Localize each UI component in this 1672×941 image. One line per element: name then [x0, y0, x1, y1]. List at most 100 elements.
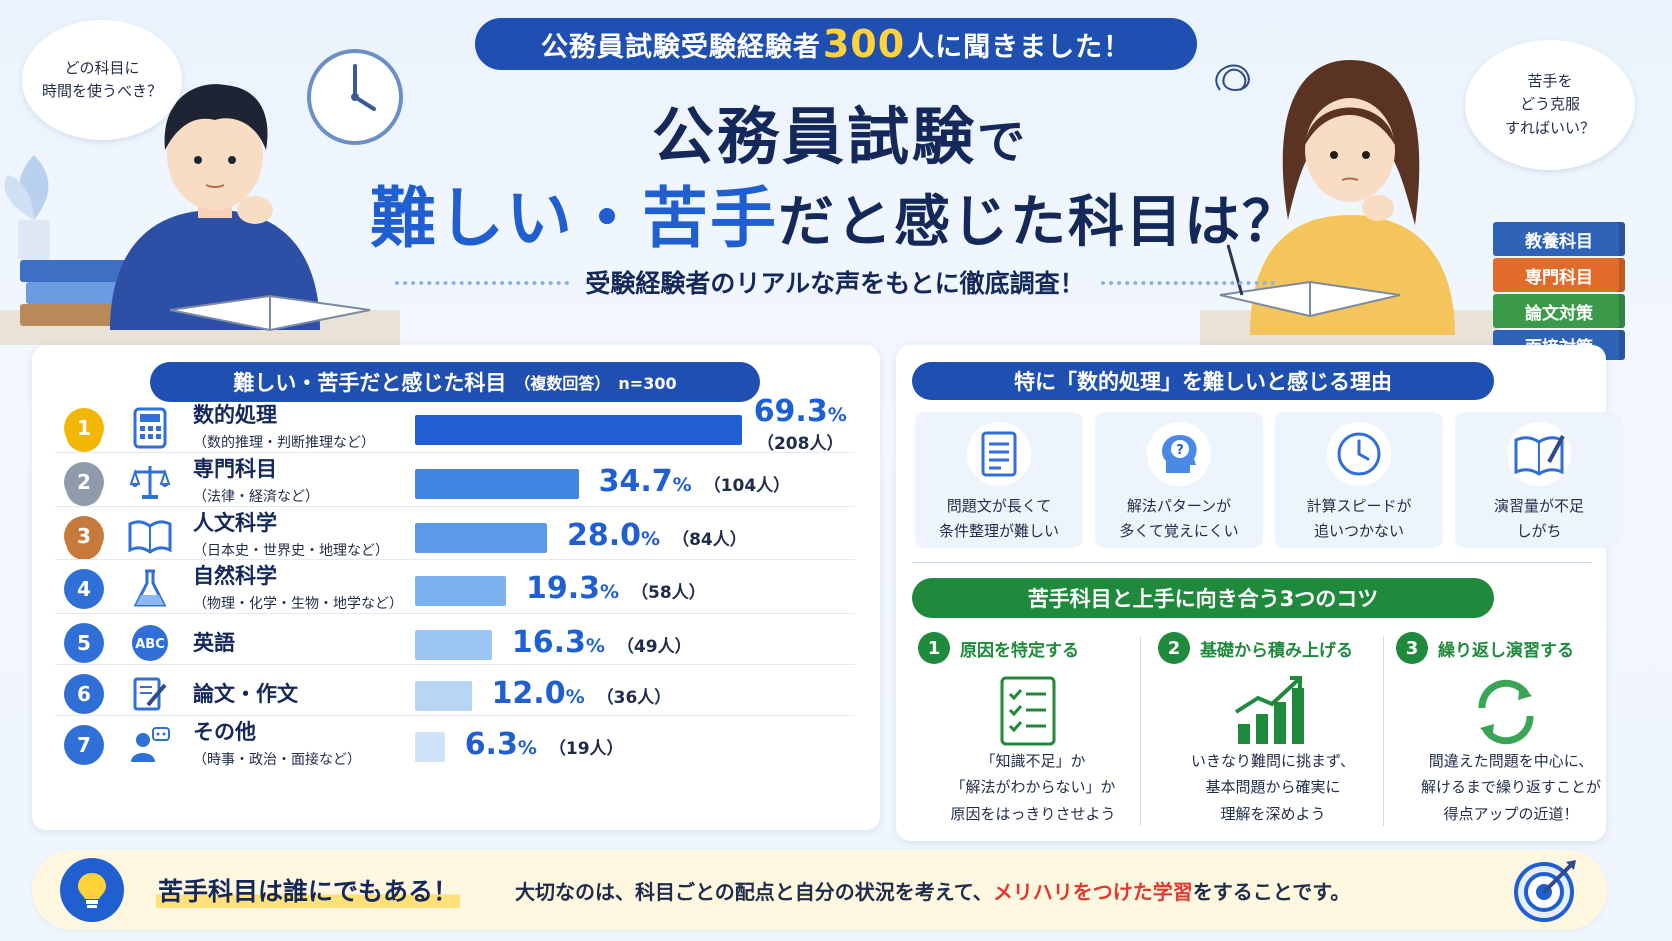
tip-3-line1: 間違えた問題を中心に、 — [1428, 752, 1594, 770]
footer-text-highlight: メリハリをつけた学習 — [992, 880, 1193, 904]
tip-3-line3: 得点アップの近道！ — [1443, 804, 1579, 823]
category-label: 自然科学 （物理・化学・生物・地学など） — [193, 560, 403, 613]
target-icon — [1514, 860, 1576, 922]
footer-text-b: をすることです。 — [1192, 880, 1351, 904]
bar — [415, 732, 445, 762]
count-label: （49人） — [616, 637, 692, 657]
bar — [415, 576, 506, 606]
count-label: （19人） — [548, 739, 624, 759]
tip-2: 2 基礎から積み上げる いきなり難問に挑まず、 基本問題から確実に 理解を深めよう — [1158, 632, 1388, 832]
value-label: 19.3% — [525, 571, 620, 606]
value-label: 69.3% — [753, 394, 847, 429]
svg-text:ABC: ABC — [135, 637, 165, 652]
tip-2-line2: 基本問題から確実に — [1205, 778, 1341, 797]
rank-badge: 7 — [64, 725, 104, 765]
data-label: 19.3% （58人） — [526, 571, 706, 606]
row-separator — [55, 613, 855, 614]
value-label: 34.7% — [598, 464, 692, 499]
bubble-right-line1: 苦手を — [1527, 72, 1573, 91]
book-icon — [128, 514, 172, 558]
category-subtext: （法律・経済など） — [193, 489, 319, 505]
category-name: 人文科学 — [193, 511, 277, 535]
rank-badge: 1 — [64, 408, 104, 448]
repeat-icon — [1478, 679, 1534, 745]
title-line2-highlight: 難しい・苦手 — [370, 180, 778, 257]
data-label: 34.7% （104人） — [599, 464, 791, 499]
bubble-left-line2: 時間を使うべき？ — [41, 82, 162, 100]
category-label: 人文科学 （日本史・世界史・地理など） — [193, 507, 389, 560]
writing-icon — [128, 672, 172, 716]
footer-text-a: 大切なのは、科目ごとの配点と自分の状況を考えて、 — [515, 880, 993, 904]
count-label: （84人） — [672, 530, 747, 550]
book-general: 教養科目 — [1493, 222, 1625, 256]
reason-2-line2: 多くて覚えにくい — [1119, 521, 1239, 540]
row-separator — [55, 715, 855, 716]
bar — [415, 681, 472, 711]
checklist-icon — [1000, 676, 1056, 746]
thinking-head-icon: ? — [1147, 422, 1211, 486]
reason-2-line1: 解法パターンが — [1126, 497, 1232, 515]
bar — [415, 523, 547, 553]
tips-divider-2 — [1383, 636, 1384, 826]
data-label: 6.3% （19人） — [465, 727, 624, 762]
reason-card-3: 計算スピードが 追いつかない — [1275, 412, 1443, 548]
calculator-icon — [128, 406, 172, 450]
page-title-line1: 公務員試験で — [560, 86, 1120, 176]
tip-2-line3: 理解を深めよう — [1220, 804, 1326, 823]
reason-3-line2: 追いつかない — [1313, 521, 1404, 540]
tips-title: 苦手科目と上手に向き合う3つのコツ — [912, 578, 1494, 618]
reason-card-2: ? 解法パターンが 多くて覚えにくい — [1095, 412, 1263, 548]
left-student-illustration — [0, 84, 400, 345]
reason-card-4: 演習量が不足 しがち — [1455, 412, 1623, 548]
bar — [415, 415, 742, 445]
data-label: 12.0% （36人） — [492, 676, 672, 711]
dots-left — [395, 281, 570, 285]
chart-title-main: 難しい・苦手だと感じた科目 — [233, 371, 507, 395]
rank-badge: 6 — [64, 674, 104, 714]
category-name: 論文・作文 — [193, 682, 298, 706]
tip-1-number: 1 — [918, 632, 950, 664]
thought-bubble-left: どの科目に 時間を使うべき？ — [22, 20, 182, 140]
category-label: 専門科目 （法律・経済など） — [193, 453, 319, 506]
value-label: 28.0% — [567, 518, 661, 553]
title-line2-rest: だと感じた科目は？ — [778, 190, 1300, 255]
survey-banner: 公務員試験受験経験者 300 人に聞きました！ — [475, 18, 1197, 70]
plant-icon — [4, 155, 50, 260]
flask-icon — [128, 567, 172, 611]
tip-3: 3 繰り返し演習する 間違えた問題を中心に、 解けるまで繰り返すことが 得点アップの近… — [1396, 632, 1626, 832]
bar — [415, 469, 579, 499]
book-essay: 論文対策 — [1493, 294, 1625, 328]
tip-3-line2: 解けるまで繰り返すことが — [1420, 778, 1601, 797]
banner-pre: 公務員試験受験経験者 — [540, 31, 821, 63]
reason-card-1: 問題文が長くて 条件整理が難しい — [915, 412, 1083, 548]
wall-clock-icon — [307, 49, 403, 145]
growth-chart-icon — [1234, 676, 1304, 744]
notebook-icon — [1507, 422, 1571, 486]
lightbulb-icon — [60, 858, 124, 922]
data-label: 16.3% （49人） — [512, 625, 692, 660]
category-label: 数的処理 （数的推理・判断推理など） — [193, 399, 375, 452]
row-separator — [55, 559, 855, 560]
category-label: 論文・作文 — [193, 678, 298, 708]
right-student-illustration — [1200, 60, 1500, 345]
svg-text:?: ? — [1176, 443, 1184, 458]
footer-text: 大切なのは、科目ごとの配点と自分の状況を考えて、メリハリをつけた学習をすることで… — [515, 876, 1350, 905]
tip-3-heading: 繰り返し演習する — [1438, 640, 1574, 661]
row-separator — [55, 506, 855, 507]
category-name: 専門科目 — [193, 457, 277, 481]
tip-1: 1 原因を特定する 「知識不足」か 「解法がわからない」か 原因をはっきりさせよう — [918, 632, 1148, 832]
value-label: 16.3% — [511, 625, 605, 660]
row-separator — [55, 664, 855, 665]
category-subtext: （数的推理・判断推理など） — [193, 435, 375, 451]
reason-4-line2: しがち — [1516, 521, 1562, 540]
scales-icon — [128, 460, 172, 504]
tip-1-heading: 原因を特定する — [960, 640, 1079, 661]
tips-divider-1 — [1140, 636, 1141, 826]
count-label: （104人） — [703, 476, 791, 496]
value-label: 6.3% — [464, 727, 537, 762]
count-label: （36人） — [596, 688, 672, 708]
data-label: 28.0% （84人） — [567, 518, 747, 553]
footer-heading: 苦手科目は誰にでもある！ — [156, 872, 461, 908]
tip-1-line3: 原因をはっきりさせよう — [950, 804, 1116, 823]
banner-number: 300 — [822, 22, 906, 66]
